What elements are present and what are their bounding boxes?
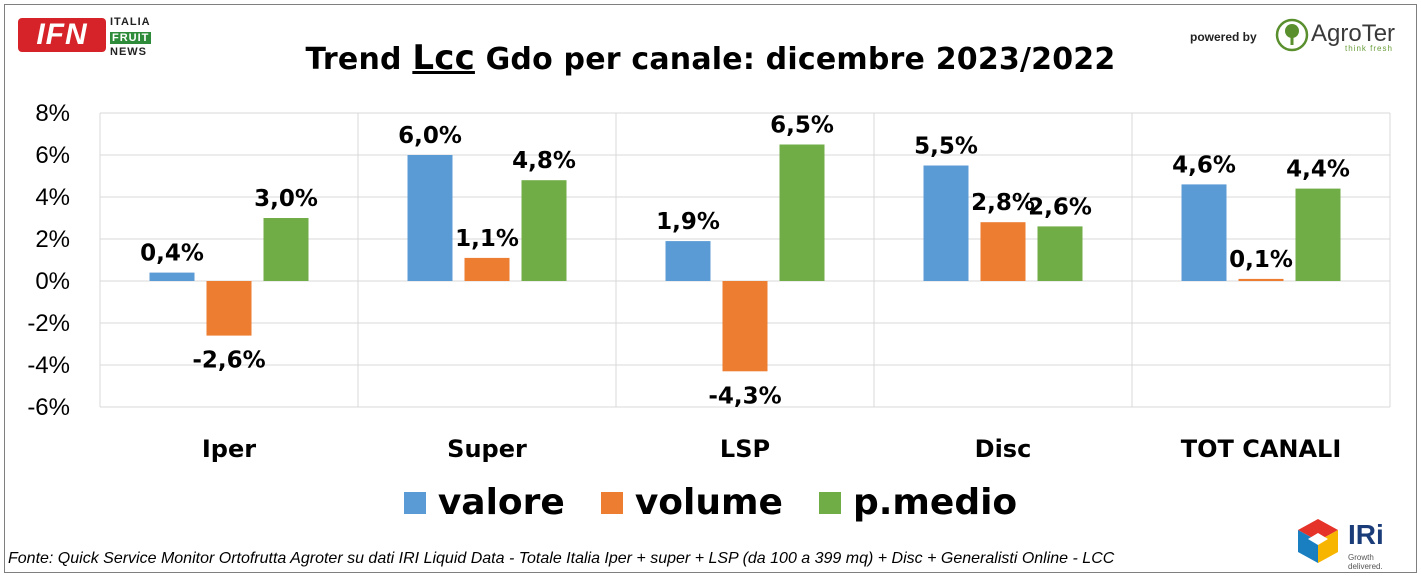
data-labels: 0,4% -2,6% 3,0% 6,0% 1,1% 4,8% 1,9% -4,3% 6,5% 5,… bbox=[140, 113, 1350, 410]
y-tick-label: -6% bbox=[27, 394, 70, 421]
bar-p-medio-lsp bbox=[779, 144, 825, 281]
legend-swatch-volume bbox=[600, 491, 623, 514]
y-axis-ticks: 8% 6% 4% 2% 0% -2% -4% -6% bbox=[27, 100, 70, 421]
x-category-tot-canali: TOT CANALI bbox=[1181, 435, 1342, 463]
agroter-logo: AgroTer think fresh bbox=[1275, 14, 1405, 54]
bar-volume-disc bbox=[980, 222, 1026, 281]
bar-p-medio-super bbox=[521, 180, 567, 281]
x-axis-categories: Iper Super LSP Disc TOT CANALI bbox=[202, 435, 1341, 463]
bar-valore-lsp bbox=[665, 241, 711, 281]
bar-p-medio-iper bbox=[263, 218, 309, 281]
legend-item-volume: volume bbox=[600, 482, 783, 523]
bar-volume-tot-canali bbox=[1238, 278, 1284, 281]
data-label-valore-iper: 0,4% bbox=[140, 241, 204, 267]
powered-by-label: powered by bbox=[1190, 30, 1257, 44]
legend-swatch-p-medio bbox=[818, 491, 841, 514]
agroter-logo-name: AgroTer bbox=[1311, 20, 1396, 47]
tree-icon bbox=[1275, 18, 1309, 52]
chart-title-emphasis: Lcc bbox=[412, 38, 475, 78]
bar-volume-super bbox=[464, 257, 510, 281]
y-tick-label: 8% bbox=[35, 100, 70, 127]
legend-label-valore: valore bbox=[437, 482, 565, 523]
ifn-logo-line-2: FRUIT bbox=[110, 32, 152, 44]
ifn-logo-line-1: ITALIA bbox=[110, 16, 151, 28]
bar-volume-iper bbox=[206, 281, 252, 336]
legend-swatch-valore bbox=[403, 491, 426, 514]
bar-valore-iper bbox=[149, 272, 195, 281]
ifn-logo: IFN ITALIA FRUIT NEWS bbox=[18, 14, 170, 58]
data-label-p-medio-iper: 3,0% bbox=[254, 186, 318, 212]
bar-chart: 8% 6% 4% 2% 0% -2% -4% -6% 0,4% -2,6% 3,0% 6,0% 1,1… bbox=[27, 100, 1391, 463]
ifn-logo-line-3: NEWS bbox=[110, 46, 147, 58]
data-label-valore-disc: 5,5% bbox=[914, 134, 978, 160]
bar-volume-lsp bbox=[722, 281, 768, 372]
y-tick-label: -4% bbox=[27, 352, 70, 379]
bar-p-medio-tot-canali bbox=[1295, 188, 1341, 281]
chart-title: Trend Lcc Gdo per canale: dicembre 2023/… bbox=[0, 38, 1421, 78]
data-label-volume-lsp: -4,3% bbox=[708, 383, 781, 409]
chart-title-suffix: Gdo per canale: dicembre 2023/2022 bbox=[474, 42, 1116, 77]
ifn-logo-badge: IFN bbox=[18, 18, 106, 52]
data-label-volume-iper: -2,6% bbox=[192, 348, 265, 374]
legend-label-p-medio: p.medio bbox=[852, 482, 1018, 523]
iri-logo-text: IRi bbox=[1348, 519, 1384, 550]
bar-valore-super bbox=[407, 155, 453, 281]
bar-p-medio-disc bbox=[1037, 226, 1083, 281]
x-category-iper: Iper bbox=[202, 435, 256, 463]
source-note: Fonte: Quick Service Monitor Ortofrutta … bbox=[8, 550, 1115, 567]
data-label-volume-tot-canali: 0,1% bbox=[1229, 247, 1293, 273]
bar-valore-disc bbox=[923, 165, 969, 281]
iri-cube-icon bbox=[1298, 519, 1338, 563]
agroter-logo-tagline: think fresh bbox=[1345, 44, 1393, 53]
bars bbox=[149, 144, 1341, 372]
y-tick-label: -2% bbox=[27, 310, 70, 337]
iri-logo-tagline: Growth delivered. bbox=[1348, 553, 1383, 571]
x-category-lsp: LSP bbox=[720, 435, 770, 463]
ifn-logo-wordmark: ITALIA FRUIT NEWS bbox=[110, 16, 170, 58]
legend-label-volume: volume bbox=[634, 482, 783, 523]
ifn-logo-letters: IFN bbox=[36, 18, 88, 51]
data-label-p-medio-super: 4,8% bbox=[512, 148, 576, 174]
iri-logo: IRi Growth delivered. bbox=[1290, 515, 1400, 571]
data-label-valore-tot-canali: 4,6% bbox=[1172, 152, 1236, 178]
legend: valore volume p.medio bbox=[0, 482, 1421, 523]
data-label-valore-super: 6,0% bbox=[398, 123, 462, 149]
bar-valore-tot-canali bbox=[1181, 184, 1227, 281]
x-category-disc: Disc bbox=[975, 435, 1032, 463]
data-label-volume-super: 1,1% bbox=[455, 226, 519, 252]
data-label-valore-lsp: 1,9% bbox=[656, 209, 720, 235]
chart-title-prefix: Trend bbox=[305, 42, 413, 77]
y-tick-label: 2% bbox=[35, 226, 70, 253]
legend-item-valore: valore bbox=[403, 482, 565, 523]
x-category-super: Super bbox=[447, 435, 527, 463]
data-label-volume-disc: 2,8% bbox=[971, 190, 1035, 216]
legend-item-p-medio: p.medio bbox=[818, 482, 1018, 523]
y-tick-label: 0% bbox=[35, 268, 70, 295]
y-tick-label: 4% bbox=[35, 184, 70, 211]
data-label-p-medio-lsp: 6,5% bbox=[770, 113, 834, 139]
data-label-p-medio-tot-canali: 4,4% bbox=[1286, 157, 1350, 183]
data-label-p-medio-disc: 2,6% bbox=[1028, 194, 1092, 220]
y-tick-label: 6% bbox=[35, 142, 70, 169]
